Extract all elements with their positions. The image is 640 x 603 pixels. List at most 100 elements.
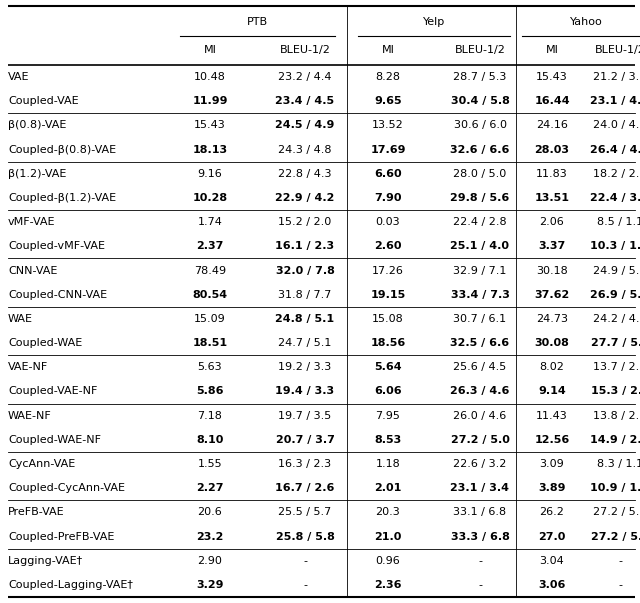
Text: 2.36: 2.36 [374,580,402,590]
Text: Yelp: Yelp [423,17,445,27]
Text: 25.5 / 5.7: 25.5 / 5.7 [278,507,332,517]
Text: 21.2 / 3.6: 21.2 / 3.6 [593,72,640,82]
Text: -: - [618,556,622,566]
Text: 80.54: 80.54 [193,289,228,300]
Text: 2.27: 2.27 [196,483,224,493]
Text: 32.0 / 7.8: 32.0 / 7.8 [276,265,335,276]
Text: Coupled-β(1.2)-VAE: Coupled-β(1.2)-VAE [8,193,116,203]
Text: 18.13: 18.13 [193,145,228,154]
Text: 8.53: 8.53 [374,435,402,445]
Text: 18.2 / 2.9: 18.2 / 2.9 [593,169,640,179]
Text: 6.06: 6.06 [374,387,402,396]
Text: 1.74: 1.74 [198,217,223,227]
Text: 13.51: 13.51 [534,193,570,203]
Text: 29.8 / 5.6: 29.8 / 5.6 [451,193,509,203]
Text: MI: MI [381,45,394,55]
Text: 9.14: 9.14 [538,387,566,396]
Text: 26.3 / 4.6: 26.3 / 4.6 [451,387,509,396]
Text: WAE-NF: WAE-NF [8,411,52,421]
Text: 8.10: 8.10 [196,435,224,445]
Text: 30.7 / 6.1: 30.7 / 6.1 [453,314,507,324]
Text: 30.4 / 5.8: 30.4 / 5.8 [451,96,509,106]
Text: Yahoo: Yahoo [570,17,602,27]
Text: 26.4 / 4.9: 26.4 / 4.9 [590,145,640,154]
Text: Coupled-VAE: Coupled-VAE [8,96,79,106]
Text: 19.7 / 3.5: 19.7 / 3.5 [278,411,332,421]
Text: β(0.8)-VAE: β(0.8)-VAE [8,121,67,130]
Text: 3.09: 3.09 [540,459,564,469]
Text: Coupled-CycAnn-VAE: Coupled-CycAnn-VAE [8,483,125,493]
Text: 2.01: 2.01 [374,483,402,493]
Text: 27.2 / 5.0: 27.2 / 5.0 [451,435,509,445]
Text: Coupled-CNN-VAE: Coupled-CNN-VAE [8,289,107,300]
Text: 13.8 / 2.2: 13.8 / 2.2 [593,411,640,421]
Text: 12.56: 12.56 [534,435,570,445]
Text: Coupled-WAE: Coupled-WAE [8,338,83,348]
Text: 13.52: 13.52 [372,121,404,130]
Text: 24.2 / 4.5: 24.2 / 4.5 [593,314,640,324]
Text: Coupled-WAE-NF: Coupled-WAE-NF [8,435,101,445]
Text: Coupled-β(0.8)-VAE: Coupled-β(0.8)-VAE [8,145,116,154]
Text: 18.56: 18.56 [371,338,406,348]
Text: 26.0 / 4.6: 26.0 / 4.6 [453,411,507,421]
Text: 2.06: 2.06 [540,217,564,227]
Text: 15.43: 15.43 [194,121,226,130]
Text: 8.3 / 1.1: 8.3 / 1.1 [597,459,640,469]
Text: 14.9 / 2.5: 14.9 / 2.5 [590,435,640,445]
Text: 11.99: 11.99 [192,96,228,106]
Text: 30.08: 30.08 [534,338,570,348]
Text: 33.1 / 6.8: 33.1 / 6.8 [453,507,507,517]
Text: vMF-VAE: vMF-VAE [8,217,56,227]
Text: 22.6 / 3.2: 22.6 / 3.2 [453,459,507,469]
Text: 2.60: 2.60 [374,241,402,251]
Text: 28.0 / 5.0: 28.0 / 5.0 [453,169,507,179]
Text: 2.90: 2.90 [198,556,223,566]
Text: 16.7 / 2.6: 16.7 / 2.6 [275,483,335,493]
Text: BLEU-1/2: BLEU-1/2 [454,45,506,55]
Text: 5.86: 5.86 [196,387,224,396]
Text: CycAnn-VAE: CycAnn-VAE [8,459,76,469]
Text: BLEU-1/2: BLEU-1/2 [595,45,640,55]
Text: 23.2: 23.2 [196,532,224,541]
Text: -: - [303,580,307,590]
Text: 24.7 / 5.1: 24.7 / 5.1 [278,338,332,348]
Text: VAE-NF: VAE-NF [8,362,48,372]
Text: 19.15: 19.15 [371,289,406,300]
Text: 37.62: 37.62 [534,289,570,300]
Text: 22.9 / 4.2: 22.9 / 4.2 [275,193,335,203]
Text: 18.51: 18.51 [193,338,228,348]
Text: 8.02: 8.02 [540,362,564,372]
Text: 27.0: 27.0 [538,532,566,541]
Text: 1.18: 1.18 [376,459,401,469]
Text: 7.90: 7.90 [374,193,402,203]
Text: 24.0 / 4.3: 24.0 / 4.3 [593,121,640,130]
Text: 78.49: 78.49 [194,265,226,276]
Text: BLEU-1/2: BLEU-1/2 [280,45,330,55]
Text: 5.63: 5.63 [198,362,222,372]
Text: 16.1 / 2.3: 16.1 / 2.3 [275,241,335,251]
Text: -: - [478,580,482,590]
Text: 3.04: 3.04 [540,556,564,566]
Text: 1.55: 1.55 [198,459,222,469]
Text: -: - [303,556,307,566]
Text: 28.7 / 5.3: 28.7 / 5.3 [453,72,507,82]
Text: 16.3 / 2.3: 16.3 / 2.3 [278,459,332,469]
Text: 8.5 / 1.1: 8.5 / 1.1 [597,217,640,227]
Text: 19.4 / 3.3: 19.4 / 3.3 [275,387,335,396]
Text: 27.7 / 5.3: 27.7 / 5.3 [591,338,640,348]
Text: 15.43: 15.43 [536,72,568,82]
Text: 32.6 / 6.6: 32.6 / 6.6 [451,145,509,154]
Text: 16.44: 16.44 [534,96,570,106]
Text: 26.9 / 5.9: 26.9 / 5.9 [590,289,640,300]
Text: PreFB-VAE: PreFB-VAE [8,507,65,517]
Text: 8.28: 8.28 [376,72,401,82]
Text: Coupled-PreFB-VAE: Coupled-PreFB-VAE [8,532,115,541]
Text: 23.4 / 4.5: 23.4 / 4.5 [275,96,335,106]
Text: 24.8 / 5.1: 24.8 / 5.1 [275,314,335,324]
Text: 17.26: 17.26 [372,265,404,276]
Text: 3.37: 3.37 [538,241,566,251]
Text: Coupled-vMF-VAE: Coupled-vMF-VAE [8,241,105,251]
Text: 33.3 / 6.8: 33.3 / 6.8 [451,532,509,541]
Text: β(1.2)-VAE: β(1.2)-VAE [8,169,67,179]
Text: 20.6: 20.6 [198,507,222,517]
